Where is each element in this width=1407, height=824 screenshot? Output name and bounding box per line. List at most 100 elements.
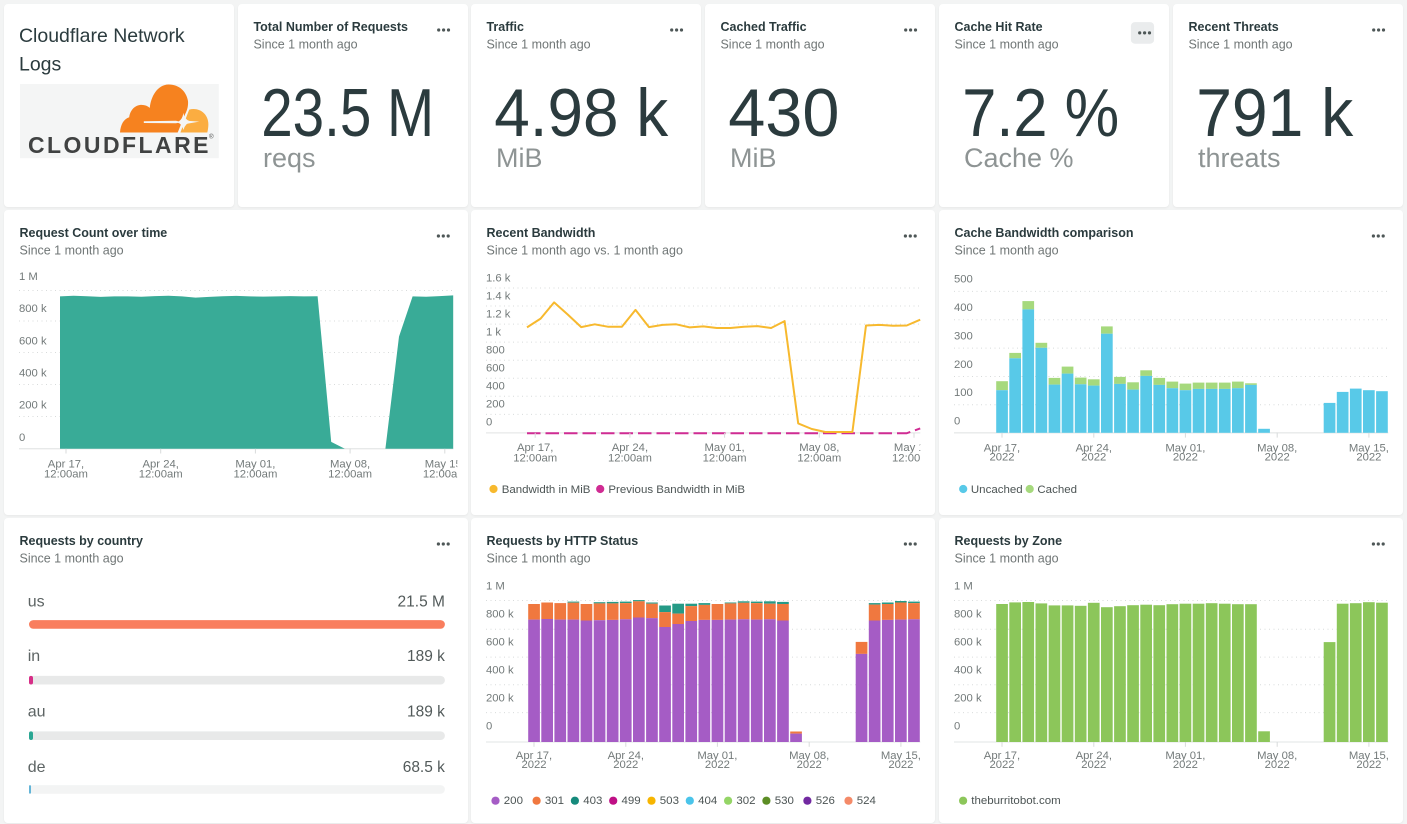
svg-text:800 k: 800 k <box>954 609 982 621</box>
svg-text:100: 100 <box>954 387 973 399</box>
svg-text:12:00am: 12:00am <box>703 452 747 464</box>
svg-text:300: 300 <box>954 330 973 342</box>
svg-text:12:00am: 12:00am <box>44 468 88 480</box>
svg-text:2022: 2022 <box>1173 451 1198 463</box>
svg-text:403: 403 <box>584 795 603 807</box>
svg-text:1 M: 1 M <box>19 270 38 282</box>
svg-text:499: 499 <box>622 795 641 807</box>
svg-text:2022: 2022 <box>1173 759 1198 771</box>
svg-text:301: 301 <box>545 795 564 807</box>
svg-text:Apr 24,: Apr 24, <box>612 441 648 453</box>
svg-text:7.2 %: 7.2 % <box>962 74 1119 150</box>
svg-text:200: 200 <box>486 398 505 410</box>
svg-text:May 01,: May 01, <box>698 750 738 762</box>
svg-text:Bandwidth in MiB: Bandwidth in MiB <box>502 484 591 496</box>
svg-text:800: 800 <box>486 344 505 356</box>
svg-text:Apr 17,: Apr 17, <box>48 458 84 470</box>
svg-text:reqs: reqs <box>263 142 316 172</box>
svg-text:0: 0 <box>19 431 25 443</box>
svg-text:May 01,: May 01, <box>235 458 275 470</box>
svg-text:23.5 M: 23.5 M <box>261 74 434 150</box>
svg-text:Cached Traffic: Cached Traffic <box>721 19 807 33</box>
svg-text:Since 1 month ago: Since 1 month ago <box>20 243 124 257</box>
svg-text:68.5 k: 68.5 k <box>403 759 445 776</box>
svg-text:600 k: 600 k <box>19 335 47 347</box>
svg-text:2022: 2022 <box>1081 759 1106 771</box>
svg-text:Since 1 month ago: Since 1 month ago <box>487 552 591 566</box>
svg-text:12:00am: 12:00am <box>423 468 467 480</box>
svg-text:May 15,: May 15, <box>1349 442 1389 454</box>
svg-text:Since 1 month ago: Since 1 month ago <box>721 37 825 51</box>
svg-text:May 15,: May 15, <box>425 458 465 470</box>
svg-text:May 08,: May 08, <box>790 750 830 762</box>
svg-text:Uncached: Uncached <box>971 484 1023 496</box>
svg-text:2022: 2022 <box>1264 451 1289 463</box>
svg-text:Cached: Cached <box>1037 484 1077 496</box>
svg-text:12:00am: 12:00am <box>798 452 842 464</box>
svg-text:Apr 17,: Apr 17, <box>984 750 1020 762</box>
svg-text:Request Count over time: Request Count over time <box>20 225 168 239</box>
svg-text:2022: 2022 <box>1081 451 1106 463</box>
svg-text:1.6 k: 1.6 k <box>486 272 511 284</box>
svg-text:800 k: 800 k <box>486 609 514 621</box>
svg-text:200 k: 200 k <box>486 693 514 705</box>
svg-text:2022: 2022 <box>797 759 822 771</box>
svg-text:May 15,: May 15, <box>881 750 921 762</box>
svg-text:May 15,: May 15, <box>1349 750 1389 762</box>
svg-text:526: 526 <box>816 795 835 807</box>
svg-text:CLOUDFLARE: CLOUDFLARE <box>28 131 208 157</box>
svg-text:600: 600 <box>486 362 505 374</box>
svg-text:0: 0 <box>486 721 492 733</box>
svg-text:12:00am: 12:00am <box>608 452 652 464</box>
svg-text:Apr 17,: Apr 17, <box>984 442 1020 454</box>
svg-text:Cloudflare Network: Cloudflare Network <box>19 25 185 47</box>
svg-text:Since 1 month ago: Since 1 month ago <box>20 552 124 566</box>
svg-text:2022: 2022 <box>1264 759 1289 771</box>
svg-text:Apr 24,: Apr 24, <box>143 458 179 470</box>
svg-text:1.4 k: 1.4 k <box>486 290 511 302</box>
svg-text:Cache Hit Rate: Cache Hit Rate <box>954 19 1042 33</box>
svg-text:12:00am: 12:00am <box>233 468 277 480</box>
svg-text:200 k: 200 k <box>19 399 47 411</box>
svg-text:2022: 2022 <box>989 451 1014 463</box>
svg-text:200: 200 <box>504 795 523 807</box>
svg-text:Traffic: Traffic <box>487 19 525 33</box>
svg-text:May 08,: May 08, <box>800 441 840 453</box>
svg-text:400: 400 <box>486 380 505 392</box>
svg-text:Apr 24,: Apr 24, <box>1075 750 1111 762</box>
svg-text:May 08,: May 08, <box>1257 750 1297 762</box>
svg-text:in: in <box>28 648 40 665</box>
svg-text:400: 400 <box>954 302 973 314</box>
svg-text:500: 500 <box>954 273 973 285</box>
svg-text:12:00am: 12:00am <box>892 452 935 464</box>
svg-text:2022: 2022 <box>705 759 730 771</box>
svg-text:Since 1 month ago: Since 1 month ago <box>1188 37 1292 51</box>
svg-text:Since 1 month ago: Since 1 month ago <box>954 552 1058 566</box>
svg-text:Cache Bandwidth comparison: Cache Bandwidth comparison <box>954 225 1133 239</box>
svg-text:302: 302 <box>737 795 756 807</box>
svg-text:Total Number of Requests: Total Number of Requests <box>253 19 408 33</box>
svg-text:200: 200 <box>954 358 973 370</box>
svg-text:au: au <box>28 704 46 721</box>
svg-text:Recent Threats: Recent Threats <box>1188 19 1278 33</box>
svg-text:2022: 2022 <box>1356 451 1381 463</box>
svg-text:2022: 2022 <box>1356 759 1381 771</box>
svg-text:189 k: 189 k <box>407 704 445 721</box>
svg-text:Apr 24,: Apr 24, <box>608 750 644 762</box>
svg-text:2022: 2022 <box>889 759 914 771</box>
svg-text:Requests by country: Requests by country <box>20 534 144 548</box>
svg-text:791 k: 791 k <box>1196 74 1354 150</box>
svg-text:Recent Bandwidth: Recent Bandwidth <box>487 225 596 239</box>
svg-text:Since 1 month ago: Since 1 month ago <box>954 37 1058 51</box>
svg-text:1 M: 1 M <box>486 581 505 593</box>
svg-text:1.2 k: 1.2 k <box>486 308 511 320</box>
svg-text:Apr 24,: Apr 24, <box>1075 442 1111 454</box>
svg-text:400 k: 400 k <box>19 367 47 379</box>
svg-text:600 k: 600 k <box>486 637 514 649</box>
svg-text:21.5 M: 21.5 M <box>398 594 445 611</box>
svg-text:threats: threats <box>1197 142 1280 172</box>
svg-text:800 k: 800 k <box>19 303 47 315</box>
svg-text:1 k: 1 k <box>486 326 501 338</box>
svg-text:Requests by Zone: Requests by Zone <box>954 534 1062 548</box>
svg-text:2022: 2022 <box>522 759 547 771</box>
